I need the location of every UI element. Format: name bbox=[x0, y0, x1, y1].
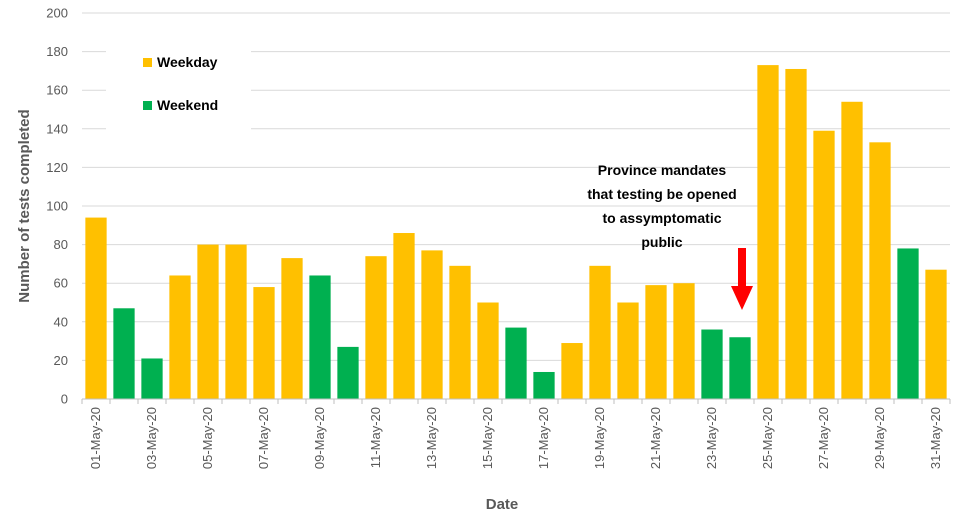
annotation-text-line: Province mandates bbox=[598, 162, 727, 178]
bar-02-May-20 bbox=[113, 308, 135, 399]
x-tick-label: 15-May-20 bbox=[480, 407, 495, 469]
bar-24-May-20 bbox=[729, 337, 751, 399]
x-axis-ticks: 01-May-20 03-May-20 05-May-20 07-May-20 09-M… bbox=[81, 399, 951, 469]
bar-30-May-20 bbox=[897, 248, 919, 399]
bar-12-May-20 bbox=[393, 233, 415, 399]
x-tick-label: 25-May-20 bbox=[760, 407, 775, 469]
bar-26-May-20 bbox=[785, 68, 807, 399]
legend-background bbox=[106, 38, 251, 133]
bar-09-May-20 bbox=[309, 275, 331, 399]
bar-06-May-20 bbox=[225, 244, 247, 399]
bar-27-May-20 bbox=[813, 130, 835, 400]
x-tick-label: 09-May-20 bbox=[312, 407, 327, 469]
bar-28-May-20 bbox=[841, 101, 863, 399]
bars bbox=[85, 65, 947, 400]
y-tick-label: 0 bbox=[61, 392, 68, 407]
x-axis-title: Date bbox=[486, 496, 519, 513]
bar-07-May-20 bbox=[253, 287, 275, 399]
annotation-text-line: that testing be opened bbox=[587, 186, 736, 202]
y-tick-label: 120 bbox=[46, 160, 68, 175]
bar-23-May-20 bbox=[701, 329, 723, 399]
bar-19-May-20 bbox=[589, 265, 611, 399]
bar-25-May-20 bbox=[757, 65, 779, 400]
bar-29-May-20 bbox=[869, 142, 891, 399]
x-tick-label: 17-May-20 bbox=[536, 407, 551, 469]
annotation-arrow bbox=[731, 248, 753, 310]
x-tick-label: 07-May-20 bbox=[256, 407, 271, 469]
bar-31-May-20 bbox=[925, 269, 947, 399]
x-tick-label: 05-May-20 bbox=[200, 407, 215, 469]
annotation: Province mandates that testing be opened t… bbox=[587, 162, 753, 310]
bar-15-May-20 bbox=[477, 302, 499, 399]
bar-16-May-20 bbox=[505, 327, 527, 399]
bar-13-May-20 bbox=[421, 250, 443, 399]
x-tick-label: 13-May-20 bbox=[424, 407, 439, 469]
y-tick-label: 60 bbox=[54, 276, 68, 291]
x-tick-label: 23-May-20 bbox=[704, 407, 719, 469]
y-tick-label: 200 bbox=[46, 6, 68, 21]
y-tick-label: 180 bbox=[46, 44, 68, 59]
x-tick-label: 31-May-20 bbox=[928, 407, 943, 469]
bar-14-May-20 bbox=[449, 265, 471, 399]
x-tick-label: 29-May-20 bbox=[872, 407, 887, 469]
bar-22-May-20 bbox=[673, 283, 695, 399]
legend-label-weekday: Weekday bbox=[157, 54, 218, 70]
y-tick-label: 140 bbox=[46, 121, 68, 136]
legend: Weekday Weekend bbox=[106, 38, 251, 133]
y-axis-title: Number of tests completed bbox=[16, 109, 33, 302]
bar-20-May-20 bbox=[617, 302, 639, 399]
bar-11-May-20 bbox=[365, 256, 387, 399]
legend-swatch-weekend bbox=[143, 101, 152, 110]
x-tick-label: 01-May-20 bbox=[88, 407, 103, 469]
legend-swatch-weekday bbox=[143, 58, 152, 67]
bar-04-May-20 bbox=[169, 275, 191, 399]
bar-17-May-20 bbox=[533, 371, 555, 399]
annotation-text-line: to assymptomatic bbox=[602, 210, 721, 226]
y-tick-label: 20 bbox=[54, 353, 68, 368]
bar-05-May-20 bbox=[197, 244, 219, 399]
x-tick-label: 11-May-20 bbox=[368, 407, 383, 468]
x-tick-label: 19-May-20 bbox=[592, 407, 607, 469]
bar-21-May-20 bbox=[645, 285, 667, 399]
legend-label-weekend: Weekend bbox=[157, 97, 218, 113]
y-tick-label: 160 bbox=[46, 83, 68, 98]
bar-03-May-20 bbox=[141, 358, 163, 399]
bar-18-May-20 bbox=[561, 343, 583, 399]
bar-01-May-20 bbox=[85, 217, 107, 399]
annotation-text-line: public bbox=[641, 234, 682, 250]
y-axis-ticks: 0 20 40 60 80 100 120 140 160 180 200 bbox=[46, 6, 68, 407]
bar-08-May-20 bbox=[281, 258, 303, 399]
x-tick-label: 03-May-20 bbox=[144, 407, 159, 469]
y-tick-label: 40 bbox=[54, 314, 68, 329]
bar-10-May-20 bbox=[337, 346, 359, 399]
x-tick-label: 27-May-20 bbox=[816, 407, 831, 469]
y-tick-label: 100 bbox=[46, 199, 68, 214]
y-tick-label: 80 bbox=[54, 237, 68, 252]
x-tick-label: 21-May-20 bbox=[648, 407, 663, 469]
